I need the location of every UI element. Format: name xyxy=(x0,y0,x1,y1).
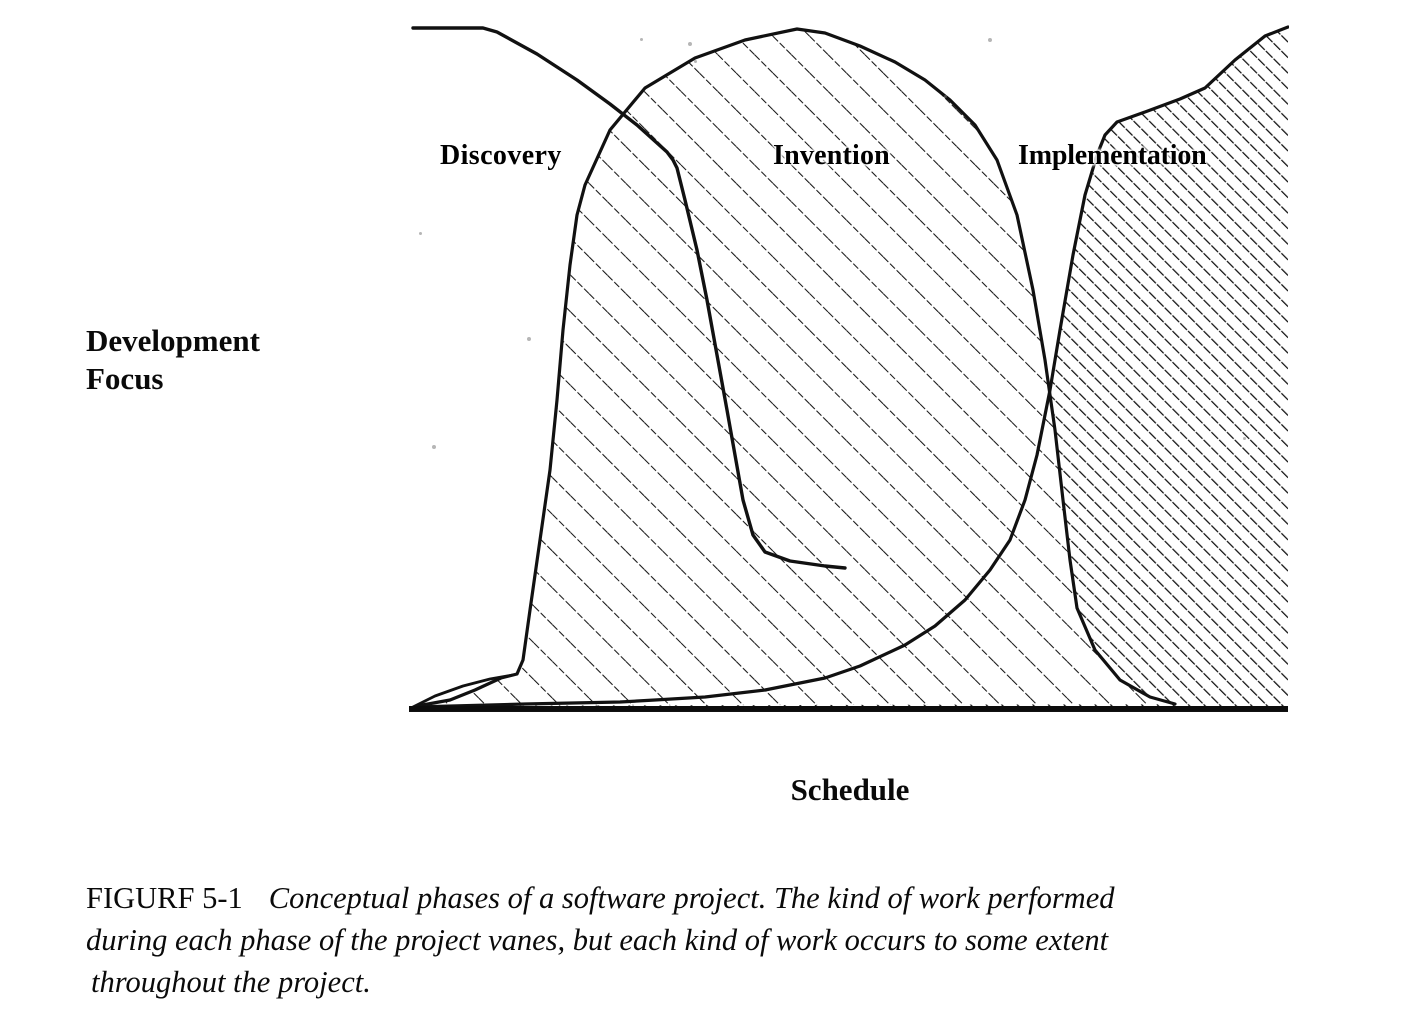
y-axis-label: Development Focus xyxy=(86,322,386,398)
invention-curve xyxy=(415,27,1177,708)
scan-speck xyxy=(432,445,436,449)
chart-svg xyxy=(409,25,1289,712)
figure-number: FIGURF 5-1 xyxy=(86,881,243,915)
invention-tail-bump xyxy=(411,673,515,709)
scan-speck xyxy=(640,38,643,41)
scan-speck xyxy=(1243,437,1246,440)
scan-speck xyxy=(419,232,422,235)
caption-line1: Conceptual phases of a software project.… xyxy=(268,881,1115,915)
caption-line3: throughout the project. xyxy=(91,964,371,999)
y-axis-label-line2: Focus xyxy=(86,361,164,397)
discovery-curve xyxy=(411,26,847,570)
chart-plot-area xyxy=(405,0,1300,720)
implementation-area xyxy=(415,27,1288,707)
implementation-curve xyxy=(413,25,1289,709)
caption-line2: during each phase of the project vanes, … xyxy=(86,922,1109,957)
x-axis-label: Schedule xyxy=(790,772,910,807)
scan-speck xyxy=(694,60,697,63)
phase-label-discovery: Discovery xyxy=(440,140,562,171)
y-axis-label-line1: Development xyxy=(86,323,260,358)
scan-speck xyxy=(688,42,692,46)
invention-area xyxy=(417,29,1175,706)
scan-speck xyxy=(988,38,992,42)
figure-caption: FIGURF 5-1 Conceptual phases of a softwar… xyxy=(86,878,1361,1003)
scan-speck xyxy=(527,337,531,341)
phase-label-invention: Invention xyxy=(773,140,890,171)
scan-speck xyxy=(944,95,947,98)
phase-label-implementation: Implementation xyxy=(1018,140,1207,171)
